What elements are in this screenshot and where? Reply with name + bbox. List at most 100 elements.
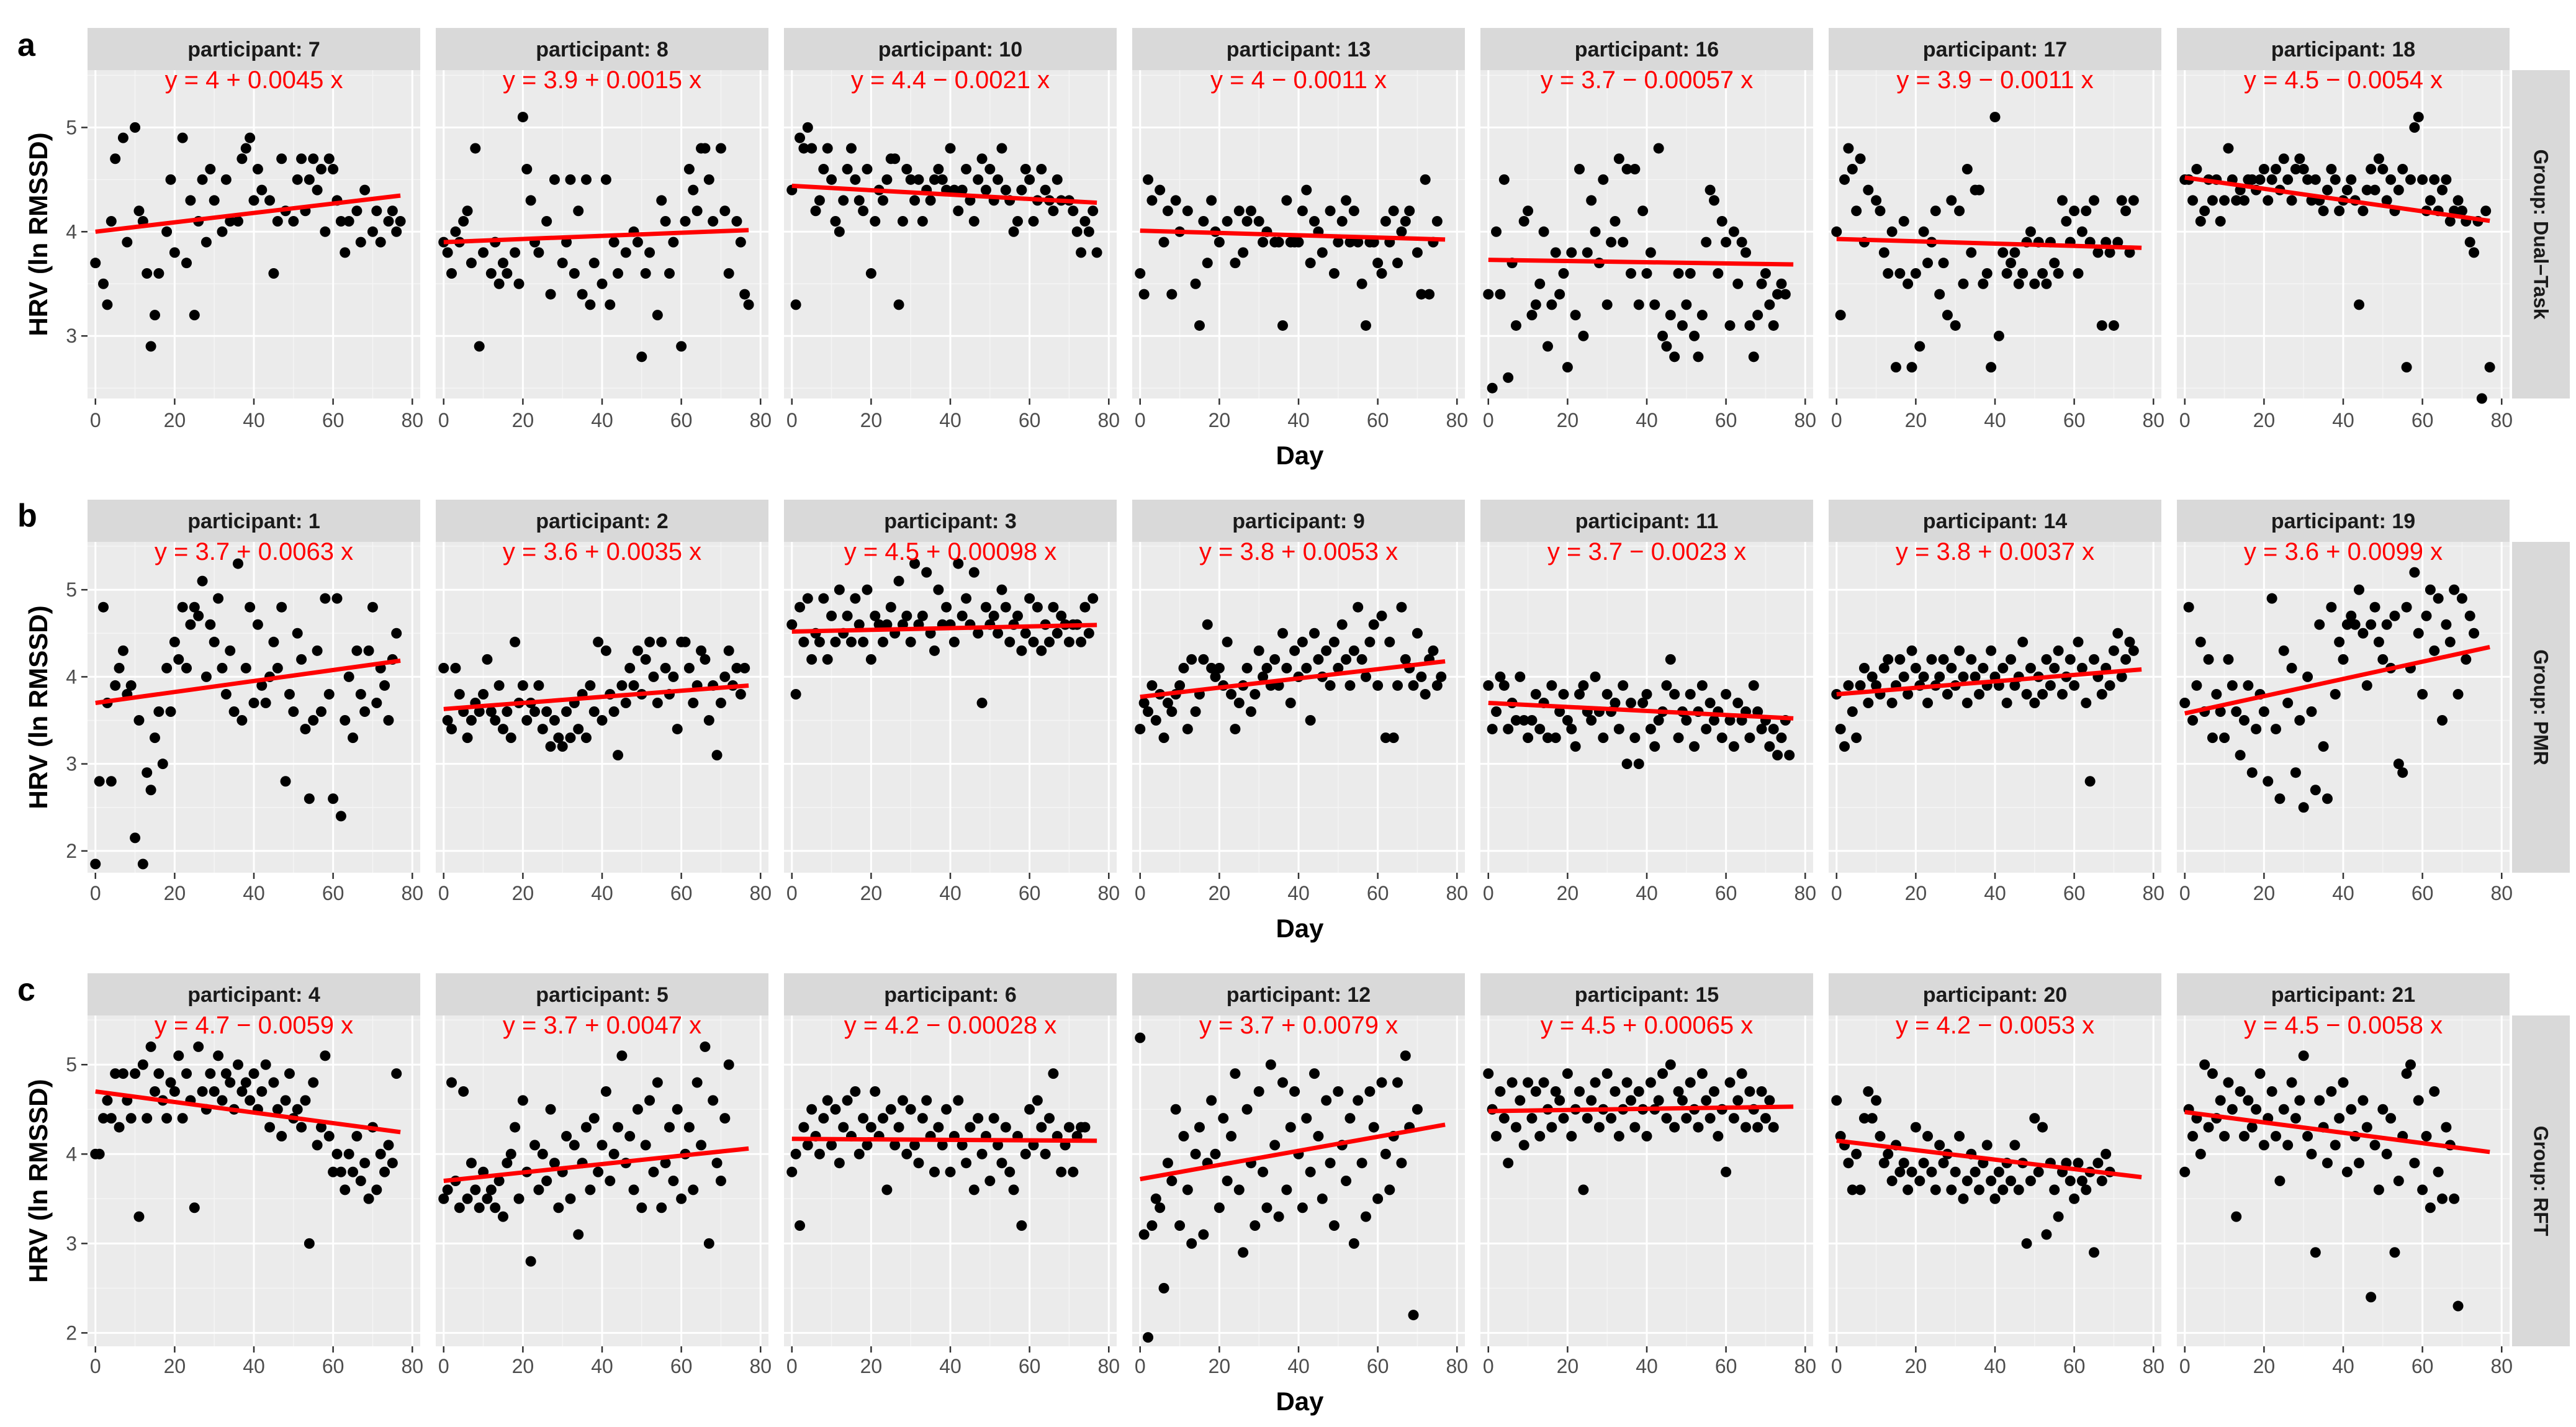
data-point [1281, 195, 1292, 206]
data-point [1645, 1077, 1656, 1088]
regression-equation: y = 4.4 − 0.0021 x [851, 66, 1050, 94]
data-point [359, 1158, 371, 1169]
data-point [1036, 1122, 1047, 1133]
data-point [1016, 645, 1027, 656]
data-point [2294, 1095, 2305, 1106]
data-point [988, 610, 999, 621]
data-point [1530, 688, 1541, 700]
x-tick-label: 60 [2063, 1355, 2086, 1377]
data-point [137, 1059, 148, 1070]
data-point [2069, 205, 2080, 217]
data-point [1839, 741, 1850, 752]
data-point [561, 1130, 572, 1141]
data-point [2223, 143, 2234, 154]
data-point [280, 1095, 291, 1106]
data-point [2108, 645, 2119, 656]
x-tick-label: 20 [512, 1355, 534, 1377]
data-point [1048, 205, 1059, 217]
data-point [2223, 1077, 2234, 1088]
data-point [1613, 153, 1624, 164]
data-point [988, 1113, 999, 1124]
data-point [2207, 195, 2218, 206]
data-point [2187, 1130, 2199, 1141]
data-point [205, 1068, 216, 1079]
data-point [1981, 1140, 1993, 1151]
data-point [1328, 268, 1340, 279]
data-point [252, 164, 263, 175]
data-point [664, 1122, 675, 1133]
data-point [1768, 1122, 1779, 1133]
data-point [2266, 1086, 2277, 1097]
data-point [608, 1148, 619, 1159]
data-point [968, 567, 980, 578]
data-point [1218, 1113, 1229, 1124]
data-point [553, 1202, 564, 1213]
data-point [1756, 724, 1767, 735]
row-letter: a [17, 27, 36, 63]
data-point [1649, 741, 1660, 752]
row-letter: b [17, 498, 37, 534]
data-point [1083, 628, 1094, 639]
data-point [2330, 688, 2341, 700]
data-point [1344, 680, 1356, 691]
data-point [1158, 732, 1169, 744]
data-point [2425, 584, 2436, 595]
data-point [2179, 697, 2191, 708]
data-point [1883, 1148, 1894, 1159]
data-point [335, 216, 346, 227]
data-point [1305, 1166, 1316, 1177]
data-point [1701, 724, 1712, 735]
data-point [569, 268, 580, 279]
data-point [1878, 1158, 1889, 1169]
data-point [2009, 680, 2020, 691]
x-tick-label: 60 [1715, 1355, 1737, 1377]
data-point [1851, 205, 1862, 217]
data-point [1372, 258, 1384, 269]
data-point [573, 724, 584, 735]
data-point [838, 195, 849, 206]
data-point [945, 143, 956, 154]
data-point [1701, 236, 1712, 248]
data-point [351, 1130, 363, 1141]
data-point [1360, 1211, 1371, 1222]
data-point [209, 636, 220, 647]
data-point [676, 341, 687, 352]
data-point [288, 216, 299, 227]
data-point [2207, 1068, 2218, 1079]
data-point [613, 268, 624, 279]
data-point [2381, 619, 2392, 630]
data-point [1839, 174, 1850, 185]
data-point [2061, 216, 2072, 227]
group-label: Group: PMR [2530, 649, 2552, 765]
data-point [585, 680, 596, 691]
data-point [1578, 1184, 1589, 1195]
data-point [933, 1122, 944, 1133]
data-point [2128, 195, 2139, 206]
data-point [2381, 195, 2392, 206]
data-point [2120, 654, 2132, 665]
data-point [2354, 1158, 2365, 1169]
data-point [1760, 268, 1771, 279]
data-point [1297, 636, 1308, 647]
data-point [458, 216, 469, 227]
data-point [1661, 341, 1672, 352]
data-point [640, 268, 651, 279]
data-point [2369, 1140, 2380, 1151]
data-point [2104, 247, 2115, 258]
data-point [300, 724, 311, 735]
data-point [225, 1077, 236, 1088]
data-point [2290, 164, 2301, 175]
data-point [2456, 593, 2467, 604]
data-point [1566, 724, 1577, 735]
data-point [102, 299, 113, 310]
data-point [2263, 776, 2274, 787]
participant-label: participant: 6 [884, 983, 1016, 1007]
x-tick-label: 0 [786, 409, 798, 431]
data-point [2029, 697, 2040, 708]
data-point [1353, 236, 1364, 248]
data-point [2294, 153, 2305, 164]
data-point [1878, 662, 1889, 673]
data-point [1641, 268, 1652, 279]
data-point [1978, 278, 1989, 289]
data-point [881, 1184, 893, 1195]
